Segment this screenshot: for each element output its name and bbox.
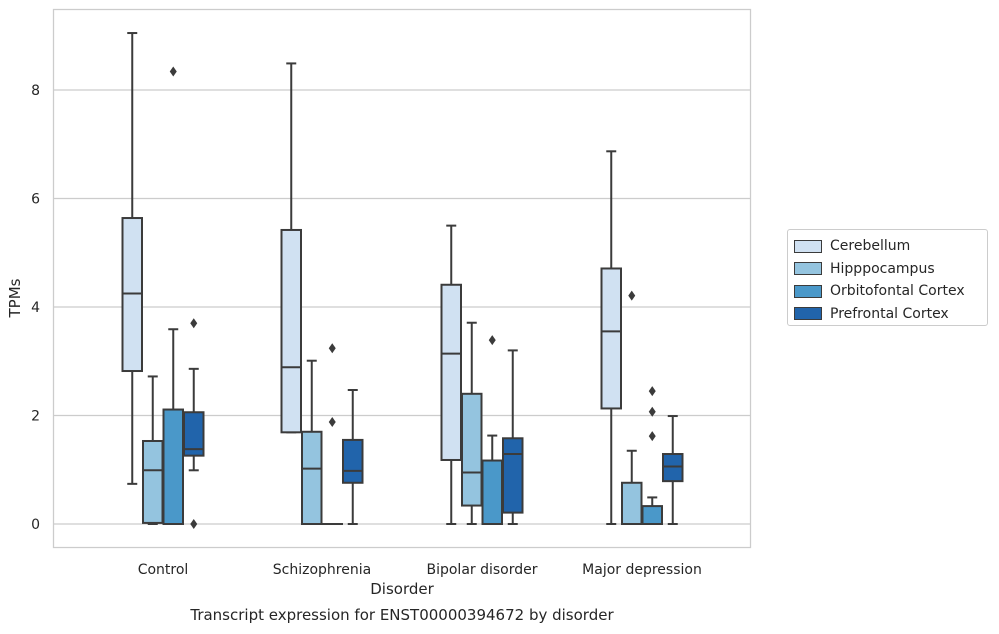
- outlier-point: [190, 519, 198, 529]
- outlier-point: [190, 318, 198, 329]
- box-iqr: [440, 283, 462, 461]
- box-iqr: [621, 481, 643, 525]
- outlier-point: [648, 386, 656, 397]
- legend-item: Prefrontal Cortex: [794, 303, 987, 326]
- box-iqr: [641, 505, 663, 526]
- box-cerebellum-0: [121, 32, 143, 485]
- legend-item: Orbitofontal Cortex: [794, 280, 987, 303]
- y-tick-labels: 0 2 4 6 8: [31, 83, 40, 533]
- box-hipppocampus-1: [301, 359, 323, 525]
- y-axis-label: TPMs: [5, 278, 25, 318]
- box-iqr: [461, 392, 483, 507]
- box-prefrontal-cortex-3: [662, 415, 684, 525]
- legend-item: Hipppocampus: [794, 258, 987, 281]
- box-cerebellum-2: [440, 224, 462, 525]
- box-hipppocampus-0: [142, 375, 164, 525]
- legend-label: Hipppocampus: [830, 260, 935, 277]
- legend-label: Orbitofontal Cortex: [830, 283, 965, 300]
- legend-label: Prefrontal Cortex: [830, 305, 949, 322]
- box-iqr: [301, 430, 323, 525]
- box-orbitofontal-cortex-0: [162, 66, 184, 525]
- y-tick-label: 8: [31, 83, 40, 99]
- y-tick-label: 0: [31, 517, 40, 533]
- box-iqr: [600, 267, 622, 410]
- x-tick-label: Control: [138, 562, 189, 578]
- box-orbitofontal-cortex-1: [321, 343, 343, 526]
- outlier-point: [628, 290, 636, 301]
- legend-swatch: [794, 239, 822, 253]
- outlier-point: [328, 417, 336, 428]
- y-tick-label: 2: [31, 409, 40, 425]
- box-prefrontal-cortex-1: [342, 389, 364, 525]
- box-iqr: [662, 453, 684, 483]
- box-iqr: [121, 217, 143, 373]
- box-iqr: [183, 411, 205, 457]
- box-iqr: [162, 408, 184, 525]
- box-iqr: [481, 459, 503, 525]
- box-iqr: [142, 439, 164, 524]
- y-tick-label: 6: [31, 192, 40, 208]
- y-axis-label-text: TPMs: [6, 278, 24, 318]
- box-prefrontal-cortex-0: [183, 318, 205, 529]
- outlier-point: [648, 406, 656, 417]
- legend: Cerebellum Hipppocampus Orbitofontal Corte…: [787, 229, 988, 326]
- x-tick-label: Schizophrenia: [273, 562, 371, 578]
- boxes: [121, 32, 684, 529]
- legend-swatch: [794, 284, 822, 298]
- box-iqr: [502, 437, 524, 514]
- outlier-point: [169, 66, 177, 77]
- legend-swatch: [794, 262, 822, 276]
- x-tick-labels: Control Schizophrenia Bipolar disorder Majo…: [138, 562, 702, 578]
- box-cerebellum-3: [600, 150, 622, 525]
- box-orbitofontal-cortex-2: [481, 335, 503, 525]
- x-axis-label: Disorder: [370, 580, 434, 598]
- box-hipppocampus-3: [621, 290, 643, 525]
- box-prefrontal-cortex-2: [502, 349, 524, 525]
- y-tick-label: 4: [31, 300, 40, 316]
- box-cerebellum-1: [280, 62, 302, 434]
- legend-item: Cerebellum: [794, 235, 987, 258]
- box-iqr: [342, 438, 364, 484]
- chart-caption: Transcript expression for ENST0000039467…: [190, 606, 614, 624]
- outlier-point: [488, 335, 496, 346]
- plot-frame: [52, 8, 752, 549]
- x-tick-label: Major depression: [582, 562, 702, 578]
- box-orbitofontal-cortex-3: [641, 386, 663, 526]
- legend-swatch: [794, 307, 822, 321]
- legend-label: Cerebellum: [830, 238, 911, 255]
- box-iqr: [280, 228, 302, 434]
- x-tick-label: Bipolar disorder: [426, 562, 537, 578]
- outlier-point: [648, 431, 656, 442]
- box-hipppocampus-2: [461, 321, 483, 525]
- outlier-point: [328, 343, 336, 354]
